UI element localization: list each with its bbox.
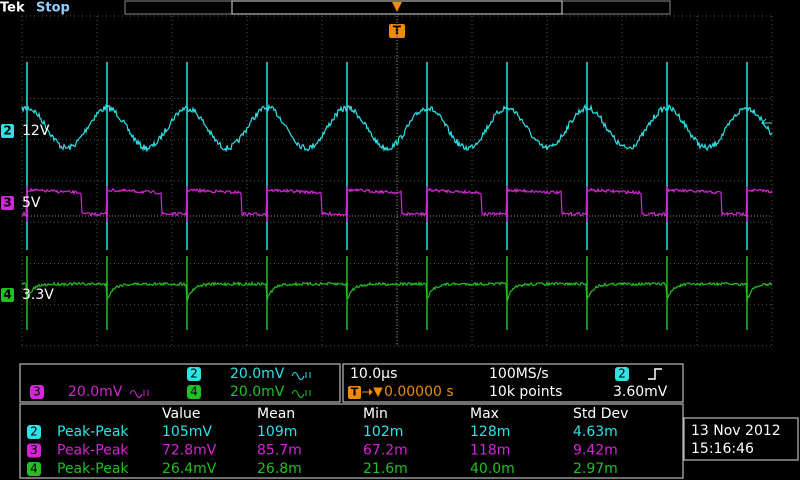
datetime-panel [683,417,799,461]
waveforms [21,62,773,330]
measurement-panel [19,403,684,479]
acq-state: Stop [36,1,70,16]
trigger-level: 3.60mV [613,384,668,400]
measurement-value: 118m [470,443,510,459]
channel-number: 3 [30,443,38,457]
measurement-header: Value [162,406,200,422]
trigger-marker: T [393,24,402,38]
channel-badge [27,443,41,458]
record-length: 10k points [489,384,562,400]
timebase: 10.0µs [350,366,397,382]
trigger-channel: 2 [618,367,626,381]
channel-number: 2 [3,124,11,138]
date: 13 Nov 2012 [691,423,781,439]
measurement-value: 67.2m [363,443,408,459]
measurement-value: 109m [257,424,297,440]
brand: Tek [0,1,25,16]
channel-label: 3.3V [22,287,54,303]
vertical-scale: 20.0mV [230,384,285,400]
channel-badge [615,367,629,381]
waveform [21,186,773,218]
channel-badge [1,124,14,138]
measurement-value: 2.97m [573,461,618,477]
channel-number: 3 [3,196,11,210]
trigger-icon-badge [348,386,361,399]
channel-badge [187,385,201,399]
readouts: 2 20.0mV 3 20.0mV 4 20.0mV 10.0µs 100MS/s T 0.000… [27,366,668,477]
sample-rate: 100MS/s [489,366,549,382]
measurement-value: 26.4mV [162,461,217,477]
measurement-type: Peak-Peak [57,461,129,477]
measurement-value: 105mV [162,424,212,440]
measurement-type: Peak-Peak [57,424,129,440]
measurement-value: 9.42m [573,443,618,459]
measurement-value: 4.63m [573,424,618,440]
trigger-arrow [392,2,402,12]
channel-badge [30,385,44,399]
channel-badge [27,425,41,439]
channel-badge [1,196,14,210]
measurement-value: 72.8mV [162,443,217,459]
measurement-type: Peak-Peak [57,443,129,459]
measurement-value: 26.8m [257,461,302,477]
channel-number: 3 [33,385,41,399]
channel-badge [27,462,41,476]
bandwidth-icon [291,390,311,398]
measurement-header: Std Dev [573,406,628,422]
measurement-value: 40.0m [470,461,515,477]
time: 15:16:46 [691,441,754,457]
measurement-value: 85.7m [257,443,302,459]
channel-number: 2 [30,425,38,439]
bandwidth-icon [129,390,149,398]
channel-label: 12V [22,123,50,139]
bandwidth-icon [291,372,311,380]
vertical-scale: 20.0mV [68,384,123,400]
channel-labels: 2 12V 3 5V 4 3.3V [1,123,54,303]
channel-number: 4 [190,385,198,399]
channel-number: 4 [30,462,38,476]
slope-icon [648,368,662,380]
arrow [362,387,383,398]
channel-badge [187,367,201,381]
channel-number: 2 [190,367,198,381]
vertical-panel [19,363,341,403]
measurement-header: Max [470,406,499,422]
channel-label: 5V [22,195,41,211]
measurement-header: Mean [257,406,295,422]
trigger-icon: T [351,386,359,399]
channel-badge [1,288,14,302]
waveform [21,280,773,304]
channel-number: 4 [3,288,11,302]
measurement-value: 102m [363,424,403,440]
vertical-scale: 20.0mV [230,366,285,382]
graticule [21,15,773,347]
trigger-level-marker [761,118,772,128]
waveform [21,103,773,153]
record-window [231,0,563,15]
horizontal-position: 0.00000 s [384,384,454,400]
measurement-value: 128m [470,424,510,440]
measurement-header: Min [363,406,388,422]
measurement-value: 21.6m [363,461,408,477]
